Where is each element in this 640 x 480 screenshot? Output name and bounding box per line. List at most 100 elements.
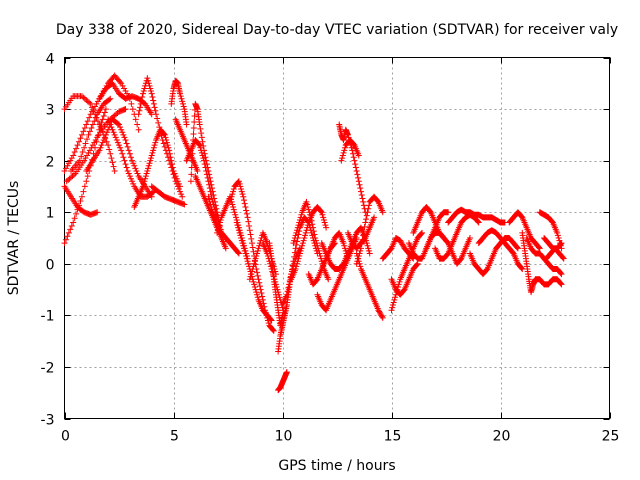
data-point [105,142,112,149]
data-point [297,214,304,221]
data-point [312,235,319,241]
data-point [81,95,88,102]
data-point [249,265,256,272]
data-point [189,143,196,150]
data-point [121,134,128,141]
data-point [357,188,364,195]
series-track-51 [523,235,565,278]
data-point [391,296,398,303]
data-point [248,268,255,275]
data-point [251,258,258,265]
series-track-33 [323,229,351,262]
data-point [150,100,157,107]
data-point [306,209,313,216]
data-point [199,138,206,145]
series-track-37 [353,250,386,321]
data-point [190,124,197,131]
data-point [299,240,306,247]
series-track-48 [475,227,526,272]
data-point [240,193,247,200]
data-point [214,227,221,234]
data-point [254,272,261,279]
data-point [389,302,396,309]
data-point [362,219,369,226]
data-point [211,198,218,205]
data-point [238,188,245,195]
data-point [214,229,221,236]
data-point [149,189,156,196]
data-point [132,116,139,123]
data-point [318,209,325,216]
data-point [190,130,197,137]
data-point [76,157,83,164]
data-point [177,90,184,97]
data-point [99,116,106,123]
data-point [107,95,114,102]
data-point [209,206,216,213]
data-point [92,137,99,144]
data-point [245,218,252,225]
data-point [98,142,105,149]
data-point [202,154,209,161]
data-point [304,201,311,208]
data-point [108,124,115,131]
data-point [111,112,118,119]
data-point [119,129,126,136]
series-track-36 [353,193,386,267]
data-point [113,111,120,118]
data-point [304,222,311,229]
data-point [317,253,324,260]
data-point [227,196,234,203]
data-point [558,271,565,278]
data-point [145,165,152,172]
data-point [536,245,543,252]
data-point [228,193,235,200]
data-point [145,80,152,87]
data-point [235,178,242,185]
data-point [198,134,205,141]
data-point [147,88,154,95]
data-point [85,149,92,156]
data-point [286,281,293,288]
data-point [122,161,129,168]
data-point [62,165,69,172]
data-point [151,104,158,111]
data-point [124,167,131,174]
data-point [354,171,361,178]
data-point [241,200,248,207]
data-point [365,247,372,254]
data-point [252,286,259,293]
data-point [355,152,362,159]
data-point [119,82,126,89]
data-point [206,198,213,205]
data-point [160,140,167,147]
data-point [88,124,95,131]
data-point [230,186,237,193]
data-point [427,208,434,215]
data-point [68,155,75,162]
data-point [133,167,140,174]
data-point [554,229,561,236]
data-point [188,164,195,171]
data-point [315,245,322,252]
series-track-11 [135,75,186,200]
data-point [341,245,348,252]
data-point [215,224,222,231]
data-point [290,240,297,247]
data-point [157,128,164,135]
data-point [313,277,320,284]
data-point [235,250,242,257]
data-point [163,139,170,146]
data-point [195,141,202,148]
data-point [377,311,384,318]
data-point [340,240,347,247]
data-point [238,186,245,193]
data-point [145,162,152,169]
data-point [69,173,76,180]
data-point [190,137,197,144]
data-point [208,204,215,211]
data-point [358,192,365,199]
data-point [414,260,421,267]
data-point [139,183,146,190]
data-point [232,214,239,221]
